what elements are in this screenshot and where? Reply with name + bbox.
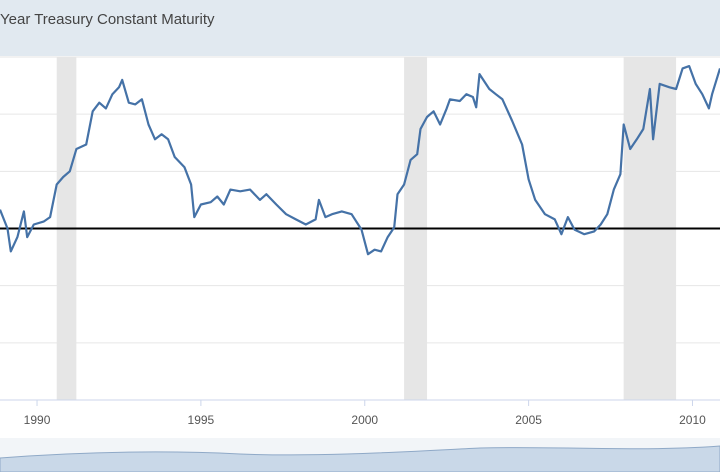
x-tick-label: 1990: [24, 413, 51, 427]
x-tick-label: 2010: [679, 413, 706, 427]
data-line: [0, 65, 720, 256]
x-tick-label: 2000: [351, 413, 378, 427]
chart-title: Year Treasury Constant Maturity: [0, 11, 215, 28]
x-tick-label: 1995: [188, 413, 215, 427]
header-band: [0, 0, 720, 56]
x-tick-label: 2005: [515, 413, 542, 427]
navigator-area: [0, 445, 720, 472]
